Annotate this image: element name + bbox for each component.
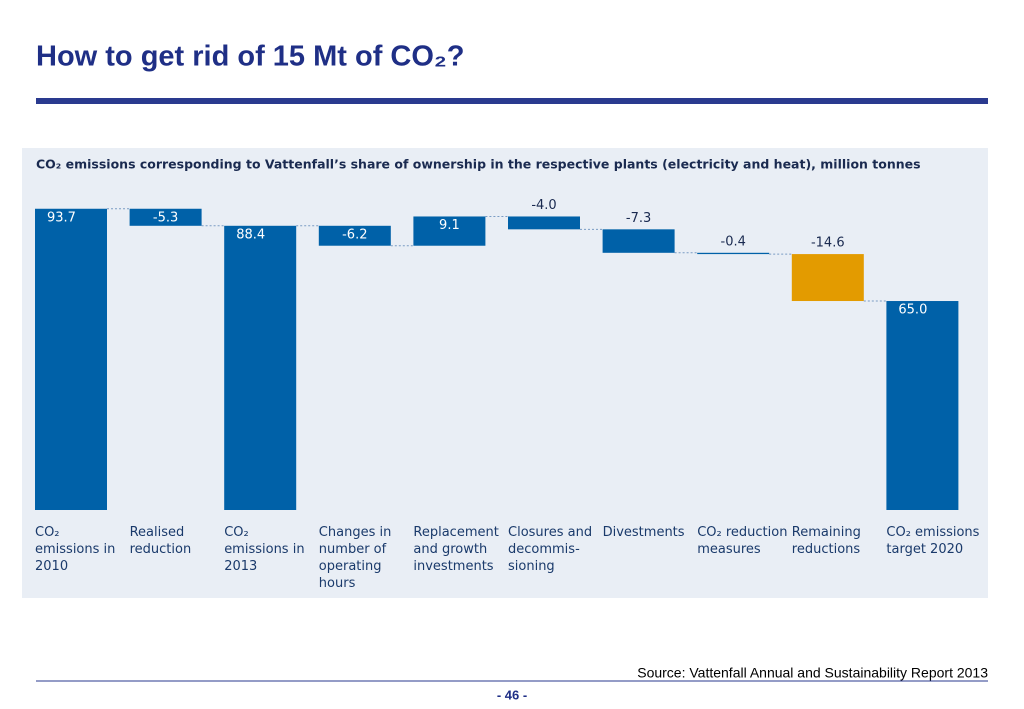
category-label: CO₂ reduction measures xyxy=(697,525,788,557)
bar xyxy=(697,252,770,255)
category-label: Changes in number of operating hours xyxy=(318,525,392,591)
category-label: Divestments xyxy=(602,525,685,540)
page-number: - 46 - xyxy=(497,687,527,702)
data-label: -4.0 xyxy=(531,198,556,213)
bar xyxy=(886,301,959,510)
chart-title: CO₂ emissions corresponding to Vattenfal… xyxy=(36,157,921,172)
data-label: 93.7 xyxy=(47,210,76,225)
category-label: Remaining reductions xyxy=(791,525,861,557)
bar xyxy=(129,208,202,226)
category-label: CO₂ emissions target 2020 xyxy=(886,525,980,557)
category-label: Closures and decommis-sioning xyxy=(508,525,593,574)
bar xyxy=(35,208,107,510)
slide-title: How to get rid of 15 Mt of CO₂? xyxy=(36,41,465,73)
bar xyxy=(224,225,297,510)
data-label: -14.6 xyxy=(811,236,845,251)
bar xyxy=(602,229,675,253)
data-label: -5.3 xyxy=(153,210,178,225)
bar xyxy=(318,225,391,246)
data-label: 65.0 xyxy=(898,303,927,318)
bar xyxy=(508,216,580,230)
category-label: Replacement and growth investments xyxy=(413,525,499,574)
source: Source: Vattenfall Annual and Sustainabi… xyxy=(637,665,988,681)
data-label: -6.2 xyxy=(342,227,367,242)
category-label: CO₂ emissions in 2013 xyxy=(224,525,305,574)
data-label: -0.4 xyxy=(721,234,746,249)
data-label: 88.4 xyxy=(236,227,265,242)
title-rule xyxy=(36,98,988,104)
data-label: 9.1 xyxy=(439,218,460,233)
bar xyxy=(413,216,486,246)
category-label: CO₂ emissions in 2010 xyxy=(35,525,116,574)
bar xyxy=(791,254,864,302)
category-label: Realised reduction xyxy=(129,525,192,557)
data-label: -7.3 xyxy=(626,211,651,226)
